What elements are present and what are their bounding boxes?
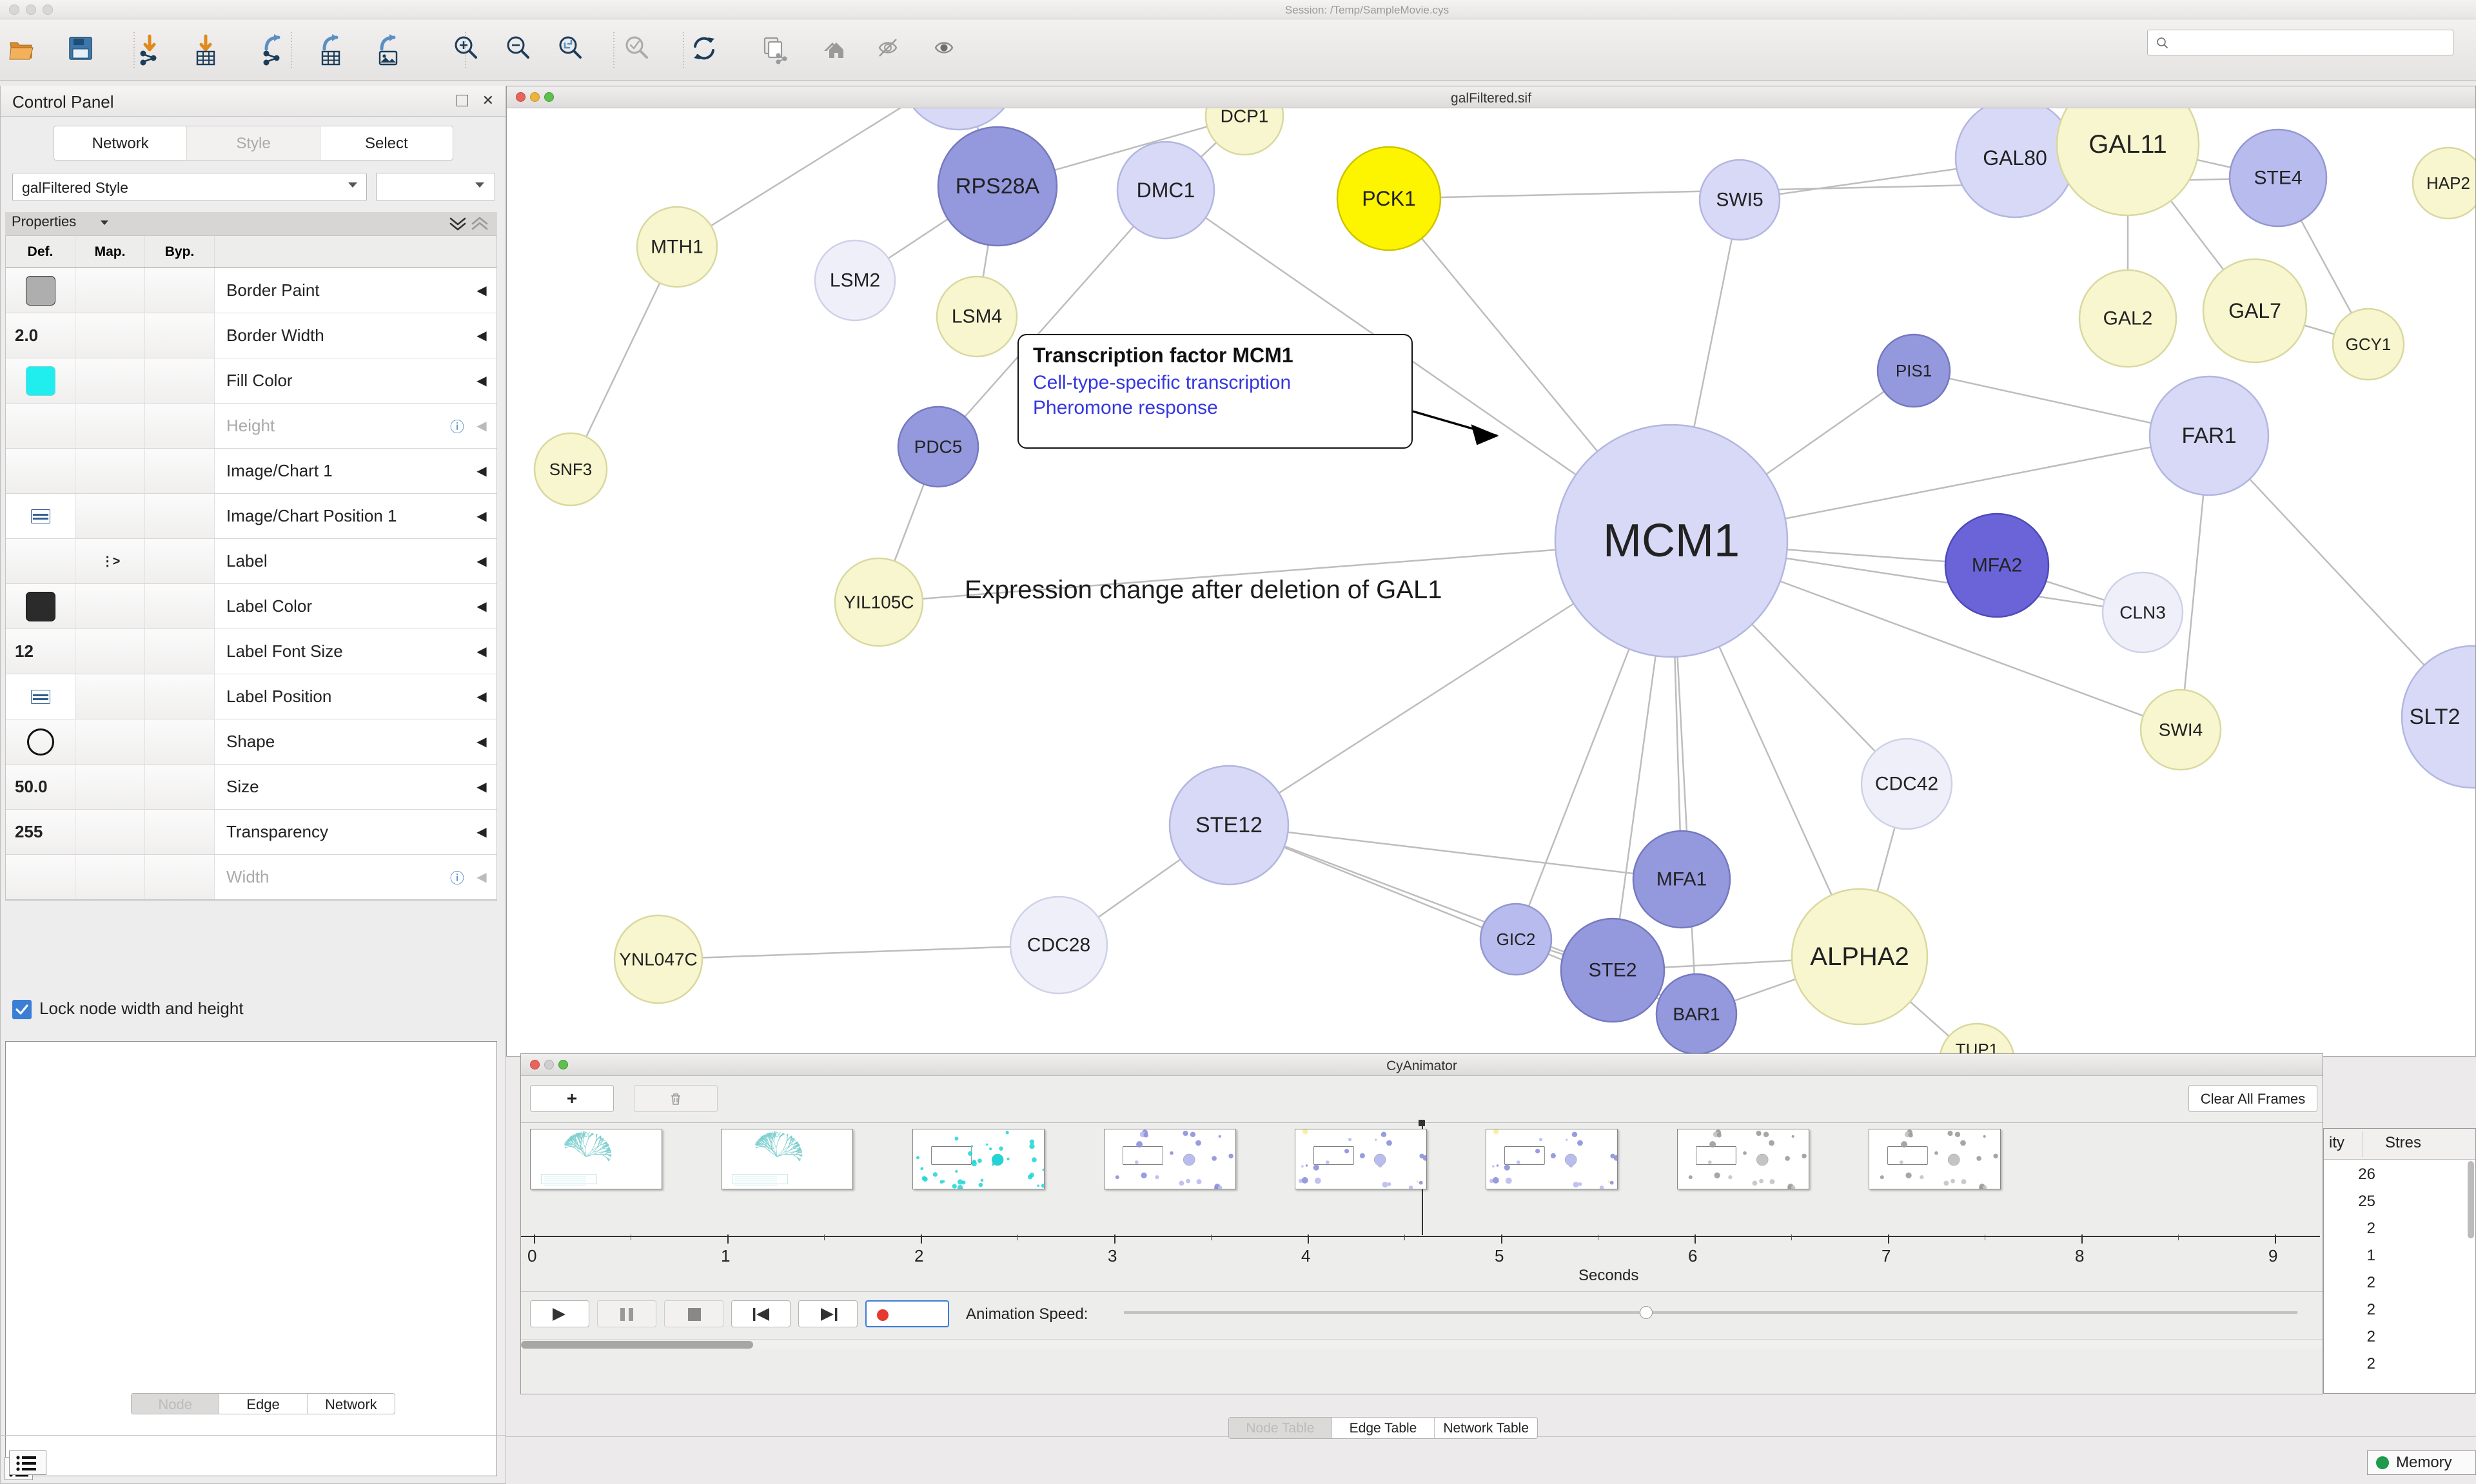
svg-text:HAP2: HAP2 <box>2426 173 2470 193</box>
svg-text:RPS28A: RPS28A <box>956 174 1040 199</box>
svg-text:GAL80: GAL80 <box>1983 146 2047 170</box>
svg-text:SNF3: SNF3 <box>549 460 592 479</box>
svg-text:PDC5: PDC5 <box>914 437 963 457</box>
svg-text:GAL11: GAL11 <box>2088 130 2167 159</box>
svg-text:LSM2: LSM2 <box>830 270 880 291</box>
svg-text:SWI5: SWI5 <box>1716 190 1763 211</box>
svg-text:YIL105C: YIL105C <box>844 592 914 612</box>
svg-text:SLT2: SLT2 <box>2410 705 2461 729</box>
svg-text:GCY1: GCY1 <box>2346 335 2392 354</box>
svg-text:ALPHA2: ALPHA2 <box>1810 942 1909 971</box>
svg-text:GAL7: GAL7 <box>2228 299 2281 322</box>
svg-text:MFA2: MFA2 <box>1972 555 2022 576</box>
svg-text:DCP1: DCP1 <box>1221 108 1269 126</box>
svg-text:LSM4: LSM4 <box>952 306 1002 327</box>
svg-text:CLN3: CLN3 <box>2119 603 2166 623</box>
svg-text:CDC42: CDC42 <box>1875 774 1938 795</box>
svg-text:MTH1: MTH1 <box>651 237 703 258</box>
svg-text:YNL047C: YNL047C <box>619 950 697 970</box>
svg-text:DMC1: DMC1 <box>1137 179 1195 202</box>
svg-text:GIC2: GIC2 <box>1497 930 1536 949</box>
svg-text:SWI4: SWI4 <box>2159 720 2203 740</box>
svg-text:GAL2: GAL2 <box>2103 308 2153 329</box>
svg-text:PIS1: PIS1 <box>1896 361 1932 380</box>
svg-text:STE12: STE12 <box>1195 813 1263 837</box>
svg-text:MFA1: MFA1 <box>1656 869 1707 890</box>
svg-text:STE2: STE2 <box>1588 960 1636 981</box>
svg-text:MCM1: MCM1 <box>1603 515 1740 567</box>
svg-text:PCK1: PCK1 <box>1362 187 1416 210</box>
svg-text:CDC28: CDC28 <box>1027 935 1090 956</box>
svg-text:STE4: STE4 <box>2254 168 2302 189</box>
svg-text:BAR1: BAR1 <box>1673 1004 1720 1024</box>
svg-text:FAR1: FAR1 <box>2181 424 2236 448</box>
